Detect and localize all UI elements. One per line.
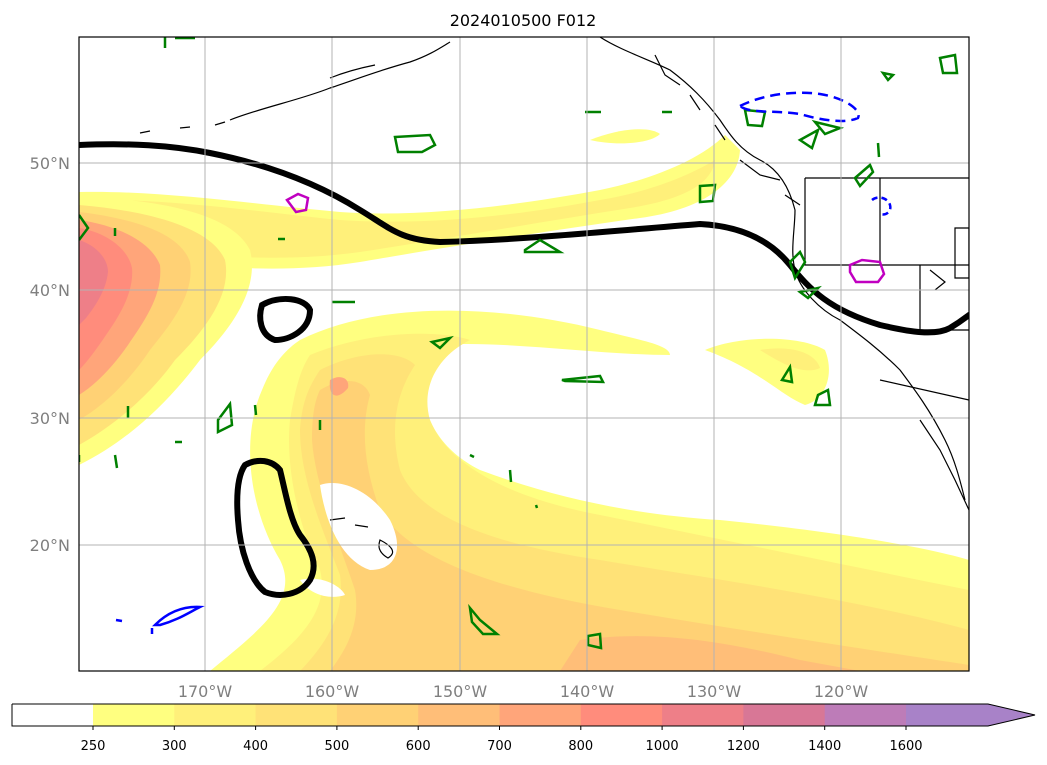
colorbar-box xyxy=(174,704,257,726)
colorbar-box xyxy=(418,704,500,726)
colorbar-tick-label: 1200 xyxy=(727,739,760,754)
blue-contours xyxy=(115,91,892,634)
lon-label: 160°W xyxy=(305,682,360,701)
colorbar-box xyxy=(336,704,419,726)
colorbar-tick-label: 800 xyxy=(568,739,593,754)
lat-label: 50°N xyxy=(30,154,70,173)
colorbar-box xyxy=(743,704,826,726)
colorbar-box xyxy=(824,704,907,726)
colorbar-tick-label: 300 xyxy=(162,739,187,754)
filled-contours xyxy=(79,129,969,671)
colorbar-tick-label: 250 xyxy=(81,739,106,754)
map-panel xyxy=(78,36,970,672)
colorbar-tick-label: 700 xyxy=(487,739,512,754)
colorbar-tick-label: 400 xyxy=(243,739,268,754)
colorbar-tick-label: 1000 xyxy=(646,739,679,754)
magenta-contours xyxy=(285,192,886,284)
coastlines xyxy=(139,37,969,559)
colorbar-tick-label: 500 xyxy=(324,739,349,754)
colorbar: 250 300 400 500 600 700 800 1000 1200 1400 1600 xyxy=(11,703,1036,754)
colorbar-under xyxy=(12,704,93,726)
lat-labels: 50°N 40°N 30°N 20°N xyxy=(30,154,70,555)
colorbar-box xyxy=(499,704,582,726)
colorbar-outline xyxy=(11,703,1036,727)
colorbar-box xyxy=(93,704,175,726)
colorbar-extend-arrow xyxy=(988,704,1035,726)
colorbar-tick-label: 1400 xyxy=(808,739,841,754)
lat-label: 20°N xyxy=(30,536,70,555)
lon-labels: 170°W 160°W 150°W 140°W 130°W 120°W xyxy=(178,682,869,701)
lon-label: 120°W xyxy=(814,682,869,701)
lon-label: 170°W xyxy=(178,682,233,701)
colorbar-tick-label: 600 xyxy=(406,739,431,754)
lat-label: 30°N xyxy=(30,409,70,428)
lon-label: 150°W xyxy=(433,682,488,701)
thick-contours xyxy=(79,141,969,598)
lat-label: 40°N xyxy=(30,281,70,300)
lon-label: 130°W xyxy=(687,682,742,701)
colorbar-box xyxy=(255,704,338,726)
colorbar-box xyxy=(662,704,744,726)
map-title: 2024010500 F012 xyxy=(450,11,597,30)
colorbar-box xyxy=(580,704,663,726)
colorbar-tick-label: 1600 xyxy=(889,739,922,754)
gridlines xyxy=(79,37,969,671)
colorbar-box xyxy=(906,704,988,726)
lon-label: 140°W xyxy=(560,682,615,701)
map-frame xyxy=(78,36,970,672)
